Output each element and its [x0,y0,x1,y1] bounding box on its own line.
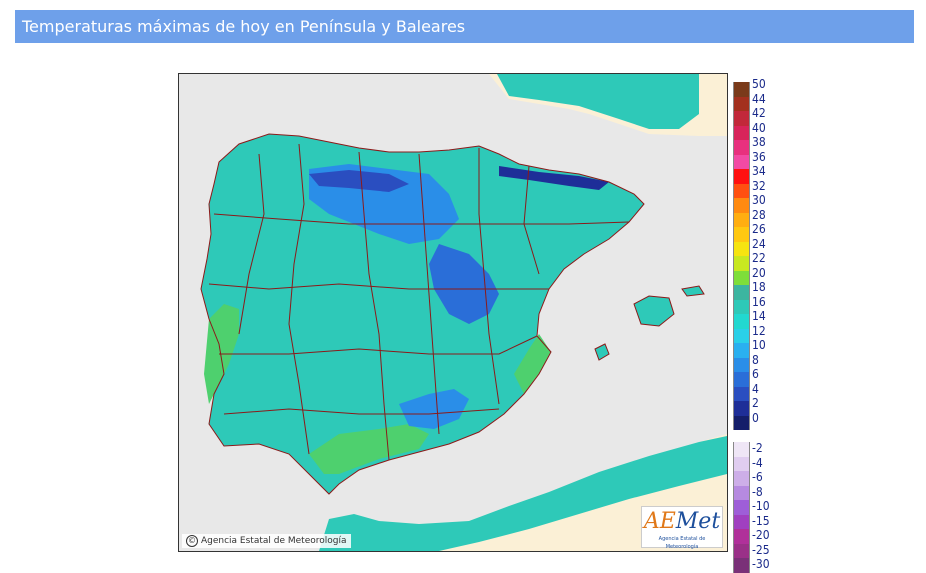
legend-tick-label: 26 [752,222,766,236]
aemet-logo: AEMet Agencia Estatal de Meteorología [641,506,723,550]
legend-tick-label: 44 [752,91,766,106]
legend-tick-label: 10 [752,338,766,352]
copyright-notice: © Agencia Estatal de Meteorología [182,534,351,548]
legend-tick-label: -8 [752,484,763,499]
legend-swatch [733,401,750,416]
legend-swatch [733,212,750,227]
province-borders [200,133,705,495]
page-header: Temperaturas máximas de hoy en Península… [15,10,914,43]
legend-swatch [733,198,750,213]
legend-swatch [733,314,750,329]
page-title: Temperaturas máximas de hoy en Península… [22,17,466,36]
legend-swatch [733,500,750,515]
legend-tick-label: -25 [752,542,770,557]
cold-iberian-range [429,244,499,324]
legend-swatch [733,140,750,155]
legend-swatch [733,442,750,457]
legend-tick-label: -30 [752,557,770,571]
legend-tick-label: 0 [752,410,759,425]
legend-tick-label: 38 [752,135,766,149]
legend-tick-label: 40 [752,120,766,135]
lowland-guadalquivir [309,424,429,474]
legend-tick-label: 20 [752,265,766,280]
legend-tick-label: 32 [752,178,766,193]
legend-swatch [733,456,750,471]
legend-tick-label: 22 [752,251,766,265]
legend-swatch [733,285,750,300]
legend-tick-label: 24 [752,236,766,251]
legend-swatch [733,227,750,242]
aemet-logo-mark: AEMet [643,509,721,534]
aemet-logo-subtitle: Agencia Estatal de Meteorología [658,536,706,550]
legend-tick-label: 16 [752,294,766,309]
legend-swatch [733,471,750,486]
copyright-icon: © [186,535,198,547]
legend-tick-label: 8 [752,352,759,367]
legend-swatch [733,543,750,558]
legend-tick-label: 4 [752,381,759,396]
legend-swatch [733,372,750,387]
legend-tick-label: -15 [752,513,770,528]
legend-tick-label: 14 [752,309,766,323]
legend-swatch [733,328,750,343]
legend-swatch [733,343,750,358]
map-canvas [179,74,727,551]
legend-tick-label: -20 [752,528,770,542]
legend-tick-label: 28 [752,207,766,222]
cold-betic [399,389,469,429]
copyright-text: Agencia Estatal de Meteorología [201,536,347,546]
legend-swatch [733,415,750,430]
legend-swatch [733,96,750,111]
legend-tick-label: 12 [752,323,766,338]
legend-swatch [733,241,750,256]
legend-tick-label: 36 [752,149,766,164]
legend-swatch [733,169,750,184]
legend-swatch [733,514,750,529]
legend-tick-label: 30 [752,193,766,207]
cold-pyrenees [499,166,609,190]
legend-tick-label: 6 [752,367,759,381]
legend-swatch [733,154,750,169]
legend-tick-label: 2 [752,396,759,410]
legend-swatch [733,82,750,97]
island-mallorca [634,296,674,326]
legend-tick-label: -2 [752,441,763,455]
legend-swatch [733,111,750,126]
legend-tick-label: 50 [752,77,766,91]
legend-tick-label: -10 [752,499,770,513]
temperature-map: © Agencia Estatal de Meteorología AEMet A… [178,73,728,552]
africa-coastal-green [319,436,727,551]
legend-tick-label: -6 [752,470,763,484]
lowland-east [514,334,551,394]
legend-swatch [733,529,750,544]
legend-swatch [733,256,750,271]
legend-swatch [733,125,750,140]
legend-swatch [733,183,750,198]
legend-swatch [733,558,750,573]
legend-swatch [733,299,750,314]
legend-tick-label: -4 [752,455,763,470]
legend-swatch [733,386,750,401]
legend-swatch [733,270,750,285]
africa-land [319,434,727,551]
legend-tick-label: 34 [752,164,766,178]
france-coastal-green [497,74,699,129]
legend-swatch [733,357,750,372]
legend-tick-label: 18 [752,280,766,294]
legend-swatch [733,485,750,500]
legend-tick-label: 42 [752,106,766,120]
cold-cantabrian [309,170,409,192]
